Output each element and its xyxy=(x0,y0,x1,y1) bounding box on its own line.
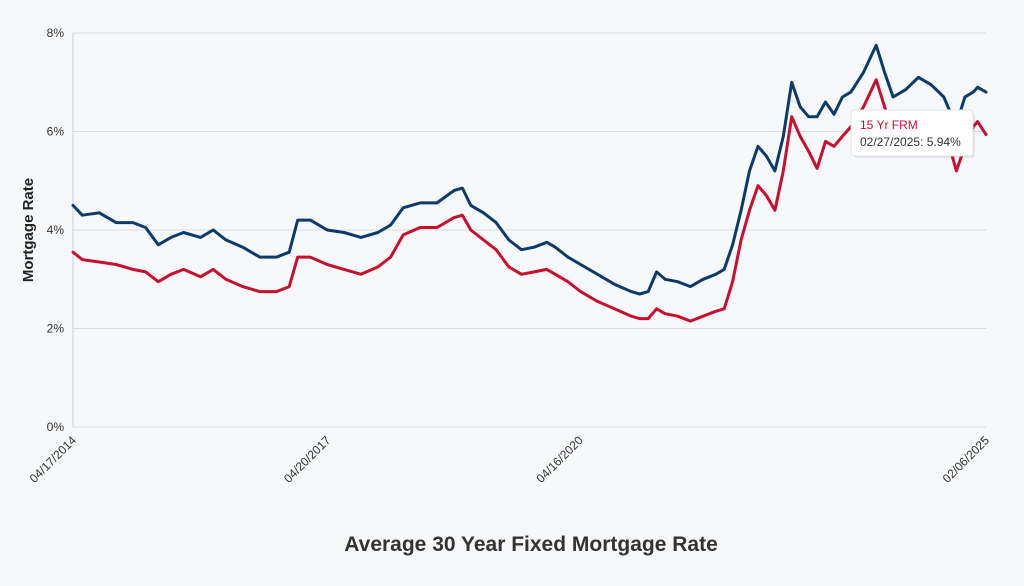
grid-layer xyxy=(73,32,986,428)
x-tick-label: 04/17/2014 xyxy=(27,433,80,486)
y-tick-label: 4% xyxy=(47,223,65,237)
x-tick-label: 04/20/2017 xyxy=(281,433,334,486)
chart-title: Average 30 Year Fixed Mortgage Rate xyxy=(344,533,718,556)
series-line: 30 Yr FRM xyxy=(71,43,988,296)
series-layer: 30 Yr FRM15 Yr FRM xyxy=(71,43,988,323)
tooltip-value: 02/27/2025: 5.94% xyxy=(860,135,961,149)
y-tick-label: 6% xyxy=(47,125,65,139)
tooltip-box xyxy=(850,109,974,157)
x-tick-label: 04/16/2020 xyxy=(534,433,587,486)
tooltip: 15 Yr FRM 02/27/2025: 5.94% xyxy=(850,109,975,158)
y-tick-label: 0% xyxy=(47,420,65,434)
y-axis-label: Mortgage Rate xyxy=(20,178,37,282)
series-line: 15 Yr FRM xyxy=(71,78,988,323)
x-tick-label: 02/06/2025 xyxy=(940,433,993,486)
y-tick-label: 2% xyxy=(47,322,65,336)
y-tick-label: 8% xyxy=(47,26,65,40)
tooltip-series-name: 15 Yr FRM xyxy=(860,118,918,132)
